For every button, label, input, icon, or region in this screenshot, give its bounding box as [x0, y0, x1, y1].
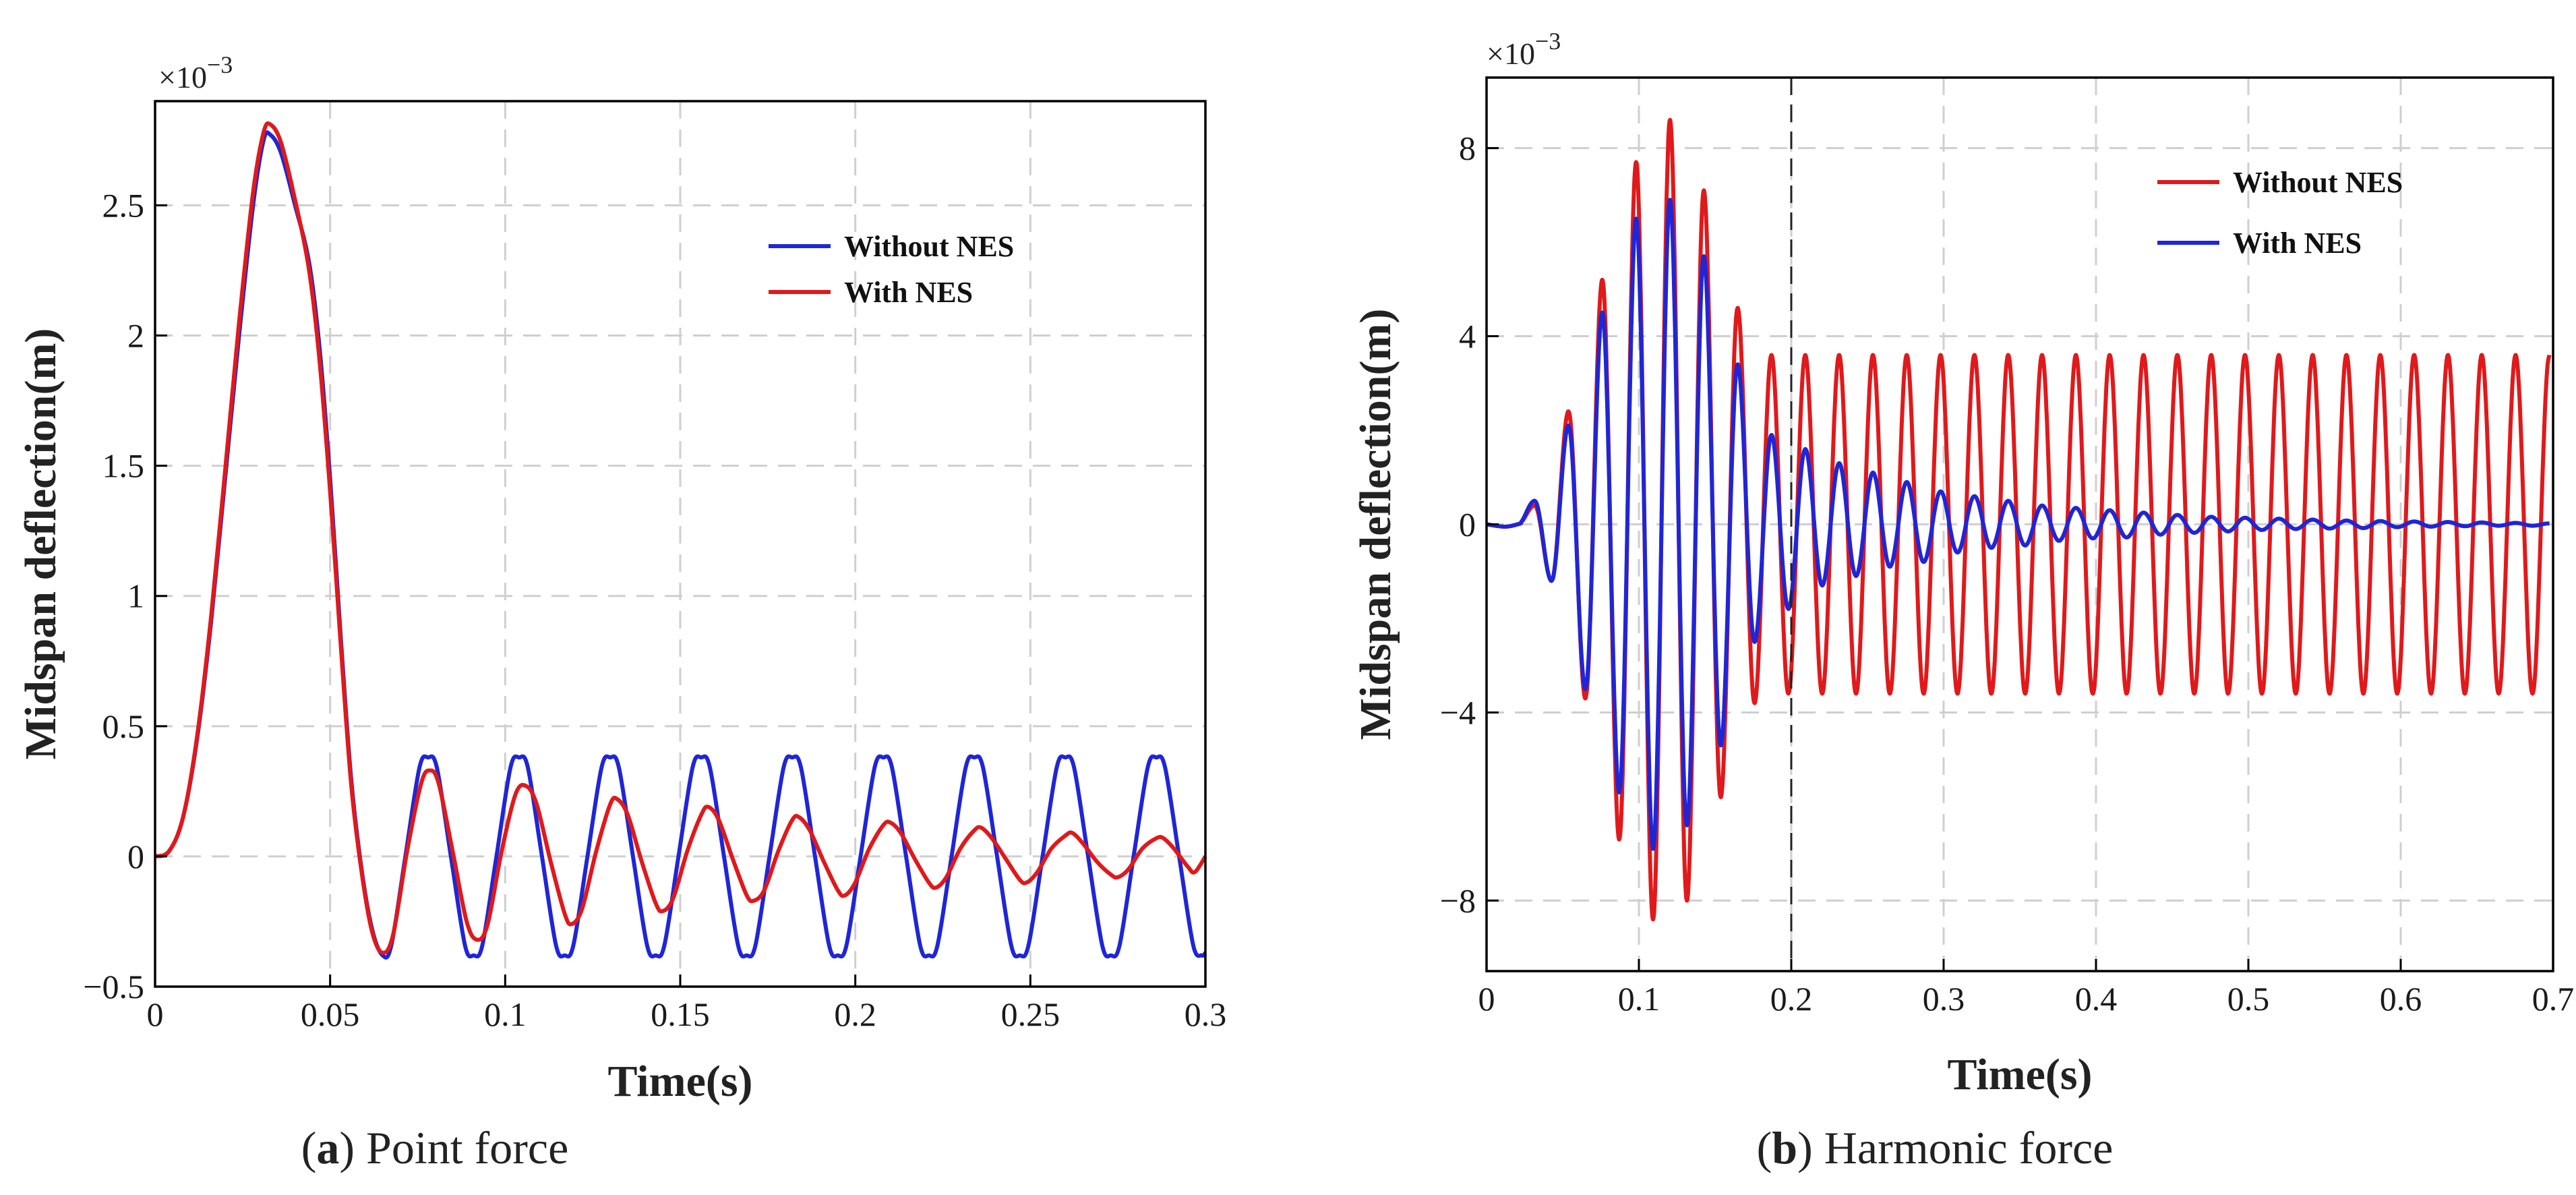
x-axis-label: Time(s): [1947, 1050, 2092, 1099]
tick-labels: 0 0.1 0.2 0.3 0.4 0.5 0.6 0.7 −8 −4 0 4 8: [1440, 129, 2574, 1018]
x-tick-label: 0.6: [2380, 980, 2422, 1018]
x-tick-label: 0.25: [1001, 995, 1060, 1033]
caption: (a) Point force: [301, 1122, 569, 1173]
x-tick-label: 0: [1478, 980, 1495, 1018]
legend-label-1: With NES: [2233, 227, 2362, 260]
y-tick-label: 1.5: [102, 447, 145, 485]
caption-text: Point force: [366, 1122, 568, 1173]
y-multiplier: ×10−3: [1487, 28, 1561, 71]
chart-point-force: 0 0.05 0.1 0.15 0.2 0.25 0.3−0.500.511.522.5 ×…: [16, 51, 1226, 1173]
y-tick-label: 8: [1459, 129, 1476, 167]
series-line-with-nes: [1486, 198, 2550, 851]
x-tick-label: 0: [147, 995, 164, 1033]
y-tick-label: 0: [127, 838, 144, 875]
y-tick-label: 2: [127, 317, 144, 355]
x-tick-label: 0.1: [1618, 980, 1660, 1018]
y-tick-label: 4: [1459, 318, 1476, 355]
legend-label-1: With NES: [844, 276, 973, 309]
legend-label-0: Without NES: [844, 230, 1014, 263]
y-tick-label: 0.5: [102, 707, 145, 745]
legend-label-0: Without NES: [2233, 166, 2403, 199]
series-layer: [154, 121, 1207, 960]
y-tick-label: 1: [127, 577, 144, 615]
caption-text: Harmonic force: [1824, 1122, 2114, 1173]
caption-label: a: [316, 1122, 339, 1173]
y-tick-label: −4: [1440, 693, 1476, 731]
x-tick-label: 0.2: [834, 995, 876, 1033]
series-line-with-nes: [154, 121, 1207, 955]
x-tick-label: 0.3: [1923, 980, 1965, 1018]
y-axis-label: Midspan deflection(m): [1351, 309, 1400, 740]
caption: (b) Harmonic force: [1757, 1122, 2114, 1173]
x-tick-label: 0.5: [2227, 980, 2270, 1018]
x-tick-label: 0.1: [484, 995, 527, 1033]
y-tick-label: 0: [1459, 506, 1476, 544]
x-tick-label: 0.3: [1185, 995, 1227, 1033]
x-tick-label: 0.4: [2075, 980, 2118, 1018]
series-layer: [1486, 117, 2552, 922]
x-tick-label: 0.05: [301, 995, 360, 1033]
caption-label: b: [1772, 1122, 1797, 1173]
x-tick-label: 0.15: [651, 995, 710, 1033]
tick-labels: 0 0.05 0.1 0.15 0.2 0.25 0.3−0.500.511.522.5: [83, 186, 1226, 1033]
chart-harmonic-force: 0 0.1 0.2 0.3 0.4 0.5 0.6 0.7 −8 −4 0 4 8 ×10−3 Time…: [1351, 28, 2574, 1173]
x-axis-label: Time(s): [607, 1057, 752, 1106]
y-multiplier: ×10−3: [158, 51, 233, 94]
y-axis-label: Midspan deflection(m): [16, 328, 65, 760]
legend: Without NES With NES: [2157, 166, 2403, 260]
y-tick-label: −0.5: [83, 968, 144, 1005]
y-tick-label: 2.5: [102, 186, 145, 224]
legend: Without NES With NES: [769, 230, 1014, 309]
y-tick-label: −8: [1440, 881, 1476, 919]
x-tick-label: 0.7: [2532, 980, 2575, 1018]
x-tick-label: 0.2: [1770, 980, 1813, 1018]
